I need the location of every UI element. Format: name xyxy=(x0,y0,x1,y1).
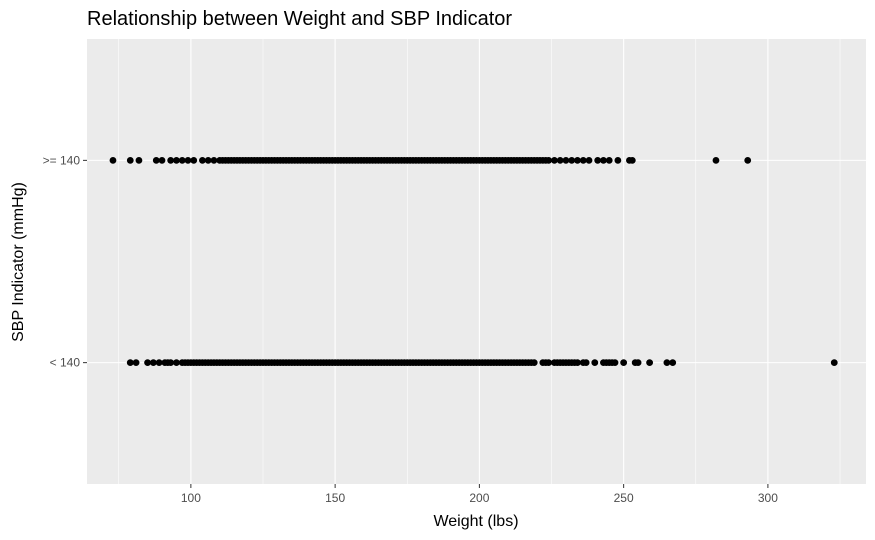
x-tick-label: 200 xyxy=(469,491,489,505)
plot-panel xyxy=(87,39,866,484)
data-point xyxy=(158,156,166,164)
data-point xyxy=(594,156,602,164)
x-tick-label: 300 xyxy=(758,491,778,505)
data-point xyxy=(152,156,160,164)
data-point xyxy=(173,156,180,164)
data-point xyxy=(155,359,163,367)
data-point xyxy=(144,359,151,367)
data-point xyxy=(556,156,564,164)
data-point xyxy=(579,156,587,164)
data-point xyxy=(574,156,581,164)
data-point xyxy=(574,359,581,367)
data-point xyxy=(126,359,134,367)
data-point xyxy=(173,359,180,367)
data-point xyxy=(669,359,677,367)
data-point xyxy=(562,156,570,164)
data-point xyxy=(712,156,720,164)
data-point xyxy=(605,156,613,164)
data-point xyxy=(545,359,553,367)
data-point xyxy=(611,359,619,367)
data-point xyxy=(614,156,622,164)
data-point xyxy=(109,156,117,164)
data-point xyxy=(551,156,558,164)
data-point xyxy=(167,359,175,367)
data-point xyxy=(132,359,140,367)
data-point xyxy=(830,359,838,367)
y-tick-label: < 140 xyxy=(50,356,81,370)
x-axis: 100 150 200 250 300 xyxy=(181,484,778,505)
data-point xyxy=(210,156,218,164)
y-tick-label: >= 140 xyxy=(43,153,81,167)
data-point xyxy=(167,156,175,164)
data-point xyxy=(135,156,143,164)
data-point xyxy=(620,359,628,367)
data-point xyxy=(568,156,576,164)
data-points xyxy=(109,156,838,367)
data-point xyxy=(600,156,607,164)
y-axis-title: SBP Indicator (mmHg) xyxy=(10,182,27,342)
data-point xyxy=(199,156,206,164)
data-point xyxy=(149,359,157,367)
data-point xyxy=(184,156,192,164)
data-point xyxy=(530,359,538,367)
x-tick-label: 150 xyxy=(325,491,345,505)
x-tick-label: 100 xyxy=(181,491,201,505)
data-point xyxy=(190,156,198,164)
data-point xyxy=(545,156,553,164)
x-axis-title: Weight (lbs) xyxy=(433,513,518,530)
data-point xyxy=(204,156,212,164)
data-point xyxy=(628,156,636,164)
data-point xyxy=(178,156,186,164)
data-point xyxy=(744,156,752,164)
y-axis: < 140 >= 140 xyxy=(43,153,87,370)
data-point xyxy=(585,156,593,164)
data-point xyxy=(646,359,654,367)
x-tick-label: 250 xyxy=(614,491,634,505)
data-point xyxy=(126,156,134,164)
data-point xyxy=(591,359,599,367)
data-point xyxy=(582,359,590,367)
chart-title: Relationship between Weight and SBP Indi… xyxy=(87,8,512,30)
data-point xyxy=(663,359,671,367)
data-point xyxy=(634,359,642,367)
